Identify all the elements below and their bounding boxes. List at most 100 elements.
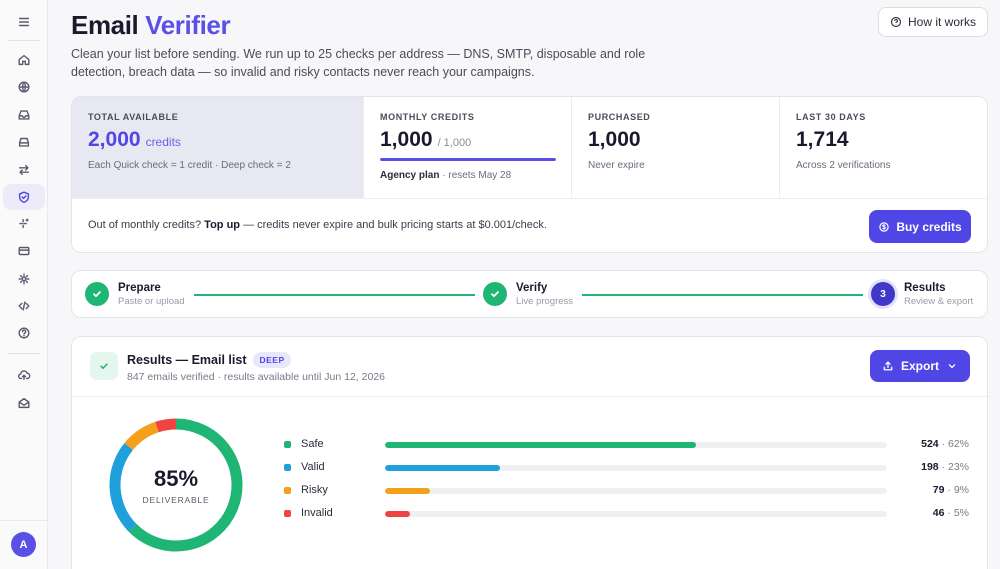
stat-monthly-credits: MONTHLY CREDITS 1,000 / 1,000 Agency pla… [363, 97, 571, 198]
avatar[interactable]: A [11, 532, 36, 557]
sidebar-divider [8, 40, 40, 41]
title-accent: Verifier [145, 10, 231, 40]
category-value: 46 · 5% [933, 507, 969, 519]
topup-suffix: — credits never expire and bulk pricing … [243, 219, 547, 231]
category-percent: 9% [953, 484, 969, 496]
category-row-valid: Valid 198 · 23% [284, 458, 974, 478]
deliverable-label: DELIVERABLE [142, 494, 210, 505]
stat-value: 2,000 credits [88, 128, 347, 152]
plan-reset: · resets May 28 [442, 170, 512, 181]
donut-center: 85% DELIVERABLE [106, 415, 246, 555]
category-bar-fill [385, 488, 431, 494]
sidebar-footer-divider [0, 520, 48, 521]
globe-icon[interactable] [3, 74, 45, 100]
category-name: Valid [301, 461, 325, 473]
cloud-upload-icon[interactable] [3, 362, 45, 388]
topup-link[interactable]: Top up [204, 219, 241, 231]
category-bar [385, 488, 887, 494]
category-separator: · [938, 461, 948, 473]
arrows-icon[interactable] [3, 157, 45, 183]
check-icon [90, 352, 118, 380]
tray-icon[interactable] [3, 129, 45, 155]
stat-label: PURCHASED [588, 112, 651, 122]
category-value: 198 · 23% [921, 461, 969, 473]
donut-segment-risky [124, 421, 159, 451]
stat-note: Across 2 verifications [796, 160, 891, 171]
category-value: 524 · 62% [921, 438, 969, 450]
envelope-open-icon[interactable] [3, 390, 45, 416]
menu-icon[interactable] [3, 9, 45, 35]
topup-prefix: Out of monthly credits? [88, 219, 202, 231]
legend-swatch [284, 510, 291, 517]
legend-swatch [284, 464, 291, 471]
gear-icon[interactable] [3, 266, 45, 292]
category-name: Risky [301, 484, 328, 496]
results-title-text: Results — Email list [127, 353, 247, 367]
step-prepare-title[interactable]: Prepare [118, 282, 161, 294]
plan-name: Agency plan [380, 170, 440, 181]
export-label: Export [900, 359, 939, 373]
category-percent: 5% [953, 507, 969, 519]
home-icon[interactable] [3, 47, 45, 73]
sparkles-icon[interactable] [3, 211, 45, 237]
stat-label: TOTAL AVAILABLE [88, 112, 179, 122]
step-verify-check-icon [483, 282, 507, 306]
results-subtitle: 847 emails verified · results available … [127, 371, 385, 383]
plan-note: Agency plan · resets May 28 [380, 170, 555, 181]
credits-unit: credits [145, 135, 181, 149]
category-value: 79 · 9% [933, 484, 969, 496]
step-prepare-check-icon [85, 282, 109, 306]
buy-credits-button[interactable]: Buy credits [869, 210, 971, 243]
stat-value: 1,714 [796, 128, 849, 151]
step-verify-sub: Live progress [516, 296, 574, 307]
total-credits-value: 2,000 [88, 128, 141, 151]
progress-stepper: Prepare Paste or upload Verify Live prog… [71, 270, 988, 318]
stat-note: Each Quick check = 1 credit · Deep check… [88, 160, 291, 171]
topup-bar: Out of monthly credits? Top up — credits… [72, 198, 987, 252]
coin-icon [879, 221, 890, 232]
help-icon[interactable] [3, 320, 45, 346]
step-prepare-sub: Paste or upload [118, 296, 185, 307]
category-count: 198 [921, 461, 939, 473]
step-connector [194, 294, 475, 296]
deliverable-percent: 85% [153, 465, 199, 491]
title-plain: Email [71, 10, 139, 40]
results-card: Results — Email list DEEP 847 emails ver… [71, 336, 989, 569]
category-bar-fill [385, 442, 697, 448]
export-button[interactable]: Export [870, 350, 970, 382]
category-row-risky: Risky 79 · 9% [284, 481, 974, 501]
stat-last-30-days: LAST 30 DAYS 1,714 Across 2 verification… [779, 97, 987, 198]
step-results-sub: Review & export [904, 296, 974, 307]
help-icon [890, 16, 902, 28]
results-divider [72, 396, 989, 397]
category-row-safe: Safe 524 · 62% [284, 435, 974, 455]
shield-check-icon[interactable] [3, 184, 45, 210]
how-it-works-label: How it works [907, 15, 976, 29]
stat-note: Never expire [588, 160, 645, 171]
category-bar [385, 465, 887, 471]
legend-swatch [284, 441, 291, 448]
category-percent: 62% [947, 438, 969, 450]
step-connector [582, 294, 863, 296]
stat-label: LAST 30 DAYS [796, 112, 866, 122]
code-icon[interactable] [3, 293, 45, 319]
monthly-credits-progress-fill [380, 158, 556, 161]
donut-segment-invalid [155, 418, 177, 433]
credit-card-icon[interactable] [3, 238, 45, 264]
category-separator: · [944, 484, 954, 496]
category-bar [385, 442, 887, 448]
how-it-works-button[interactable]: How it works [878, 7, 988, 37]
stat-label: MONTHLY CREDITS [380, 112, 475, 122]
category-count: 524 [921, 438, 939, 450]
stat-total-available: TOTAL AVAILABLE 2,000 credits Each Quick… [72, 97, 363, 198]
inbox-icon[interactable] [3, 102, 45, 128]
deliverability-donut: 85% DELIVERABLE [106, 415, 246, 555]
category-bar-fill [385, 465, 501, 471]
category-bar-fill [385, 511, 411, 517]
sidebar: A [0, 0, 48, 569]
category-row-invalid: Invalid 46 · 5% [284, 504, 974, 524]
step-results-title[interactable]: Results [904, 282, 946, 294]
step-verify-title[interactable]: Verify [516, 282, 548, 294]
category-separator: · [938, 438, 948, 450]
category-separator: · [944, 507, 954, 519]
